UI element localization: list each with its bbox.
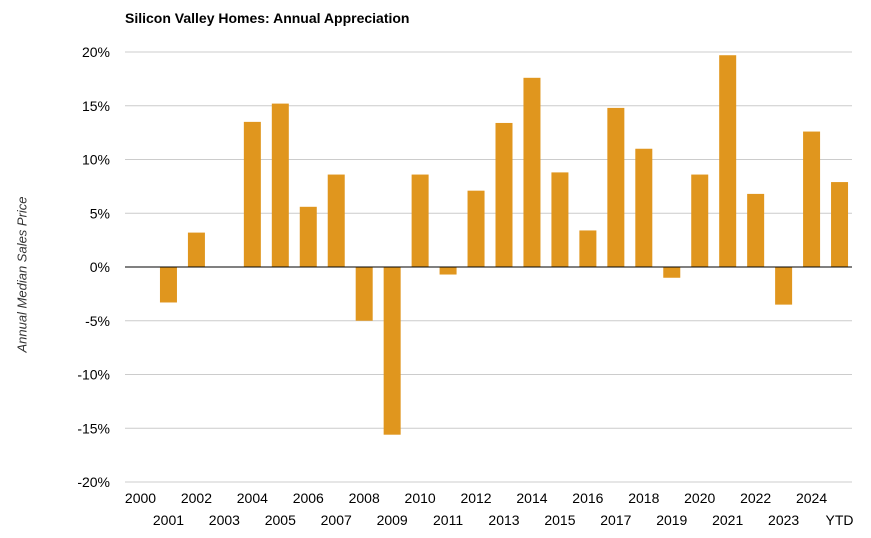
x-tick-label: 2016 <box>572 490 603 506</box>
x-tick-label: 2017 <box>600 512 631 528</box>
x-tick-label: 2015 <box>544 512 575 528</box>
x-tick-label: 2013 <box>488 512 519 528</box>
x-tick-label: 2002 <box>181 490 212 506</box>
bar <box>719 55 737 267</box>
bar <box>495 122 513 267</box>
y-tick-labels: -20% -15% -10% -5% 0% 5% 10% 15% 20% <box>77 44 110 490</box>
x-tick-label: 2012 <box>460 490 491 506</box>
x-tick-label: YTD <box>826 512 854 528</box>
bar <box>691 174 709 267</box>
y-tick-label: 5% <box>90 205 110 221</box>
bar <box>439 267 457 275</box>
y-tick-label: 0% <box>90 259 110 275</box>
bar <box>607 107 625 268</box>
x-tick-label: 2000 <box>125 490 156 506</box>
x-tick-label: 2008 <box>349 490 380 506</box>
y-tick-label: -15% <box>77 420 110 436</box>
bars <box>159 55 849 435</box>
y-tick-label: 15% <box>82 98 110 114</box>
bar <box>187 232 205 267</box>
x-tick-label: 2014 <box>516 490 547 506</box>
bar <box>271 103 289 267</box>
x-tick-label: 2009 <box>377 512 408 528</box>
bar <box>159 267 177 303</box>
bar <box>775 267 793 305</box>
bar <box>411 174 429 267</box>
bar <box>803 131 821 267</box>
bar <box>635 148 653 267</box>
y-tick-label: -20% <box>77 474 110 490</box>
x-tick-label: 2023 <box>768 512 799 528</box>
x-tick-label: 2024 <box>796 490 827 506</box>
bar <box>523 77 541 267</box>
chart-title: Silicon Valley Homes: Annual Appreciatio… <box>125 10 410 26</box>
bar <box>383 267 401 435</box>
x-tick-label: 2019 <box>656 512 687 528</box>
bar <box>299 206 317 267</box>
x-tick-label: 2004 <box>237 490 268 506</box>
x-tick-labels: 2000 2001 2002 2003 2004 2005 2006 2007 2008 2009… <box>125 490 854 528</box>
x-tick-label: 2021 <box>712 512 743 528</box>
x-tick-label: 2020 <box>684 490 715 506</box>
x-tick-label: 2001 <box>153 512 184 528</box>
y-tick-label: -10% <box>77 367 110 383</box>
bar <box>831 182 849 267</box>
x-tick-label: 2010 <box>405 490 436 506</box>
bar <box>243 121 261 267</box>
x-tick-label: 2005 <box>265 512 296 528</box>
x-tick-label: 2007 <box>321 512 352 528</box>
y-tick-label: -5% <box>85 313 110 329</box>
bar <box>355 267 373 321</box>
bar <box>663 267 681 278</box>
x-tick-label: 2003 <box>209 512 240 528</box>
bar <box>467 190 485 267</box>
x-tick-label: 2018 <box>628 490 659 506</box>
bar <box>551 172 569 267</box>
bar <box>579 230 597 267</box>
bar <box>327 174 345 267</box>
x-tick-label: 2006 <box>293 490 324 506</box>
y-tick-label: 10% <box>82 152 110 168</box>
x-tick-label: 2011 <box>433 512 463 528</box>
x-tick-label: 2022 <box>740 490 771 506</box>
bar <box>747 193 765 267</box>
y-tick-label: 20% <box>82 44 110 60</box>
